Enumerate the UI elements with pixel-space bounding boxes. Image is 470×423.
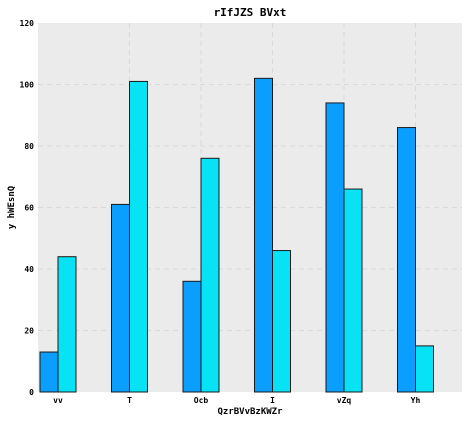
chart-title: rIfJZS BVxt xyxy=(214,6,287,19)
x-tick-label: T xyxy=(127,396,132,405)
bars xyxy=(39,77,434,393)
y-tick-label: 100 xyxy=(20,81,35,90)
x-tick-label: vv xyxy=(53,396,63,405)
y-tick-label: 80 xyxy=(24,142,34,151)
bar-Ocb-series1 xyxy=(182,280,202,393)
bar-Ocb-series2 xyxy=(200,157,220,393)
x-tick-label: vZq xyxy=(337,396,352,405)
y-tick-label: 120 xyxy=(20,19,35,28)
bar-I-series1 xyxy=(254,77,273,393)
bar-vZq-series1 xyxy=(325,102,345,393)
y-axis-ticks: 0 20 40 60 80 100 120 xyxy=(20,19,35,397)
bar-Yh-series2 xyxy=(415,345,434,393)
y-axis-label: y hWEsnQ xyxy=(7,185,17,229)
bar-vZq-series2 xyxy=(343,188,363,393)
y-tick-label: 60 xyxy=(24,204,34,213)
y-tick-label: 0 xyxy=(29,388,34,397)
bar-I-series2 xyxy=(272,250,291,393)
bar-vv-series2 xyxy=(57,256,77,393)
x-tick-label: I xyxy=(270,396,275,405)
bar-vv-series1 xyxy=(39,351,59,393)
bar-Yh-series1 xyxy=(397,127,416,393)
bar-T-series1 xyxy=(111,203,130,393)
x-tick-label: Yh xyxy=(411,396,421,405)
x-tick-label: Ocb xyxy=(194,396,209,405)
bar-T-series2 xyxy=(129,80,148,393)
y-tick-label: 20 xyxy=(24,327,34,336)
y-tick-label: 40 xyxy=(24,265,34,274)
x-axis-label: QzrBVvBzKWZr xyxy=(217,407,283,417)
